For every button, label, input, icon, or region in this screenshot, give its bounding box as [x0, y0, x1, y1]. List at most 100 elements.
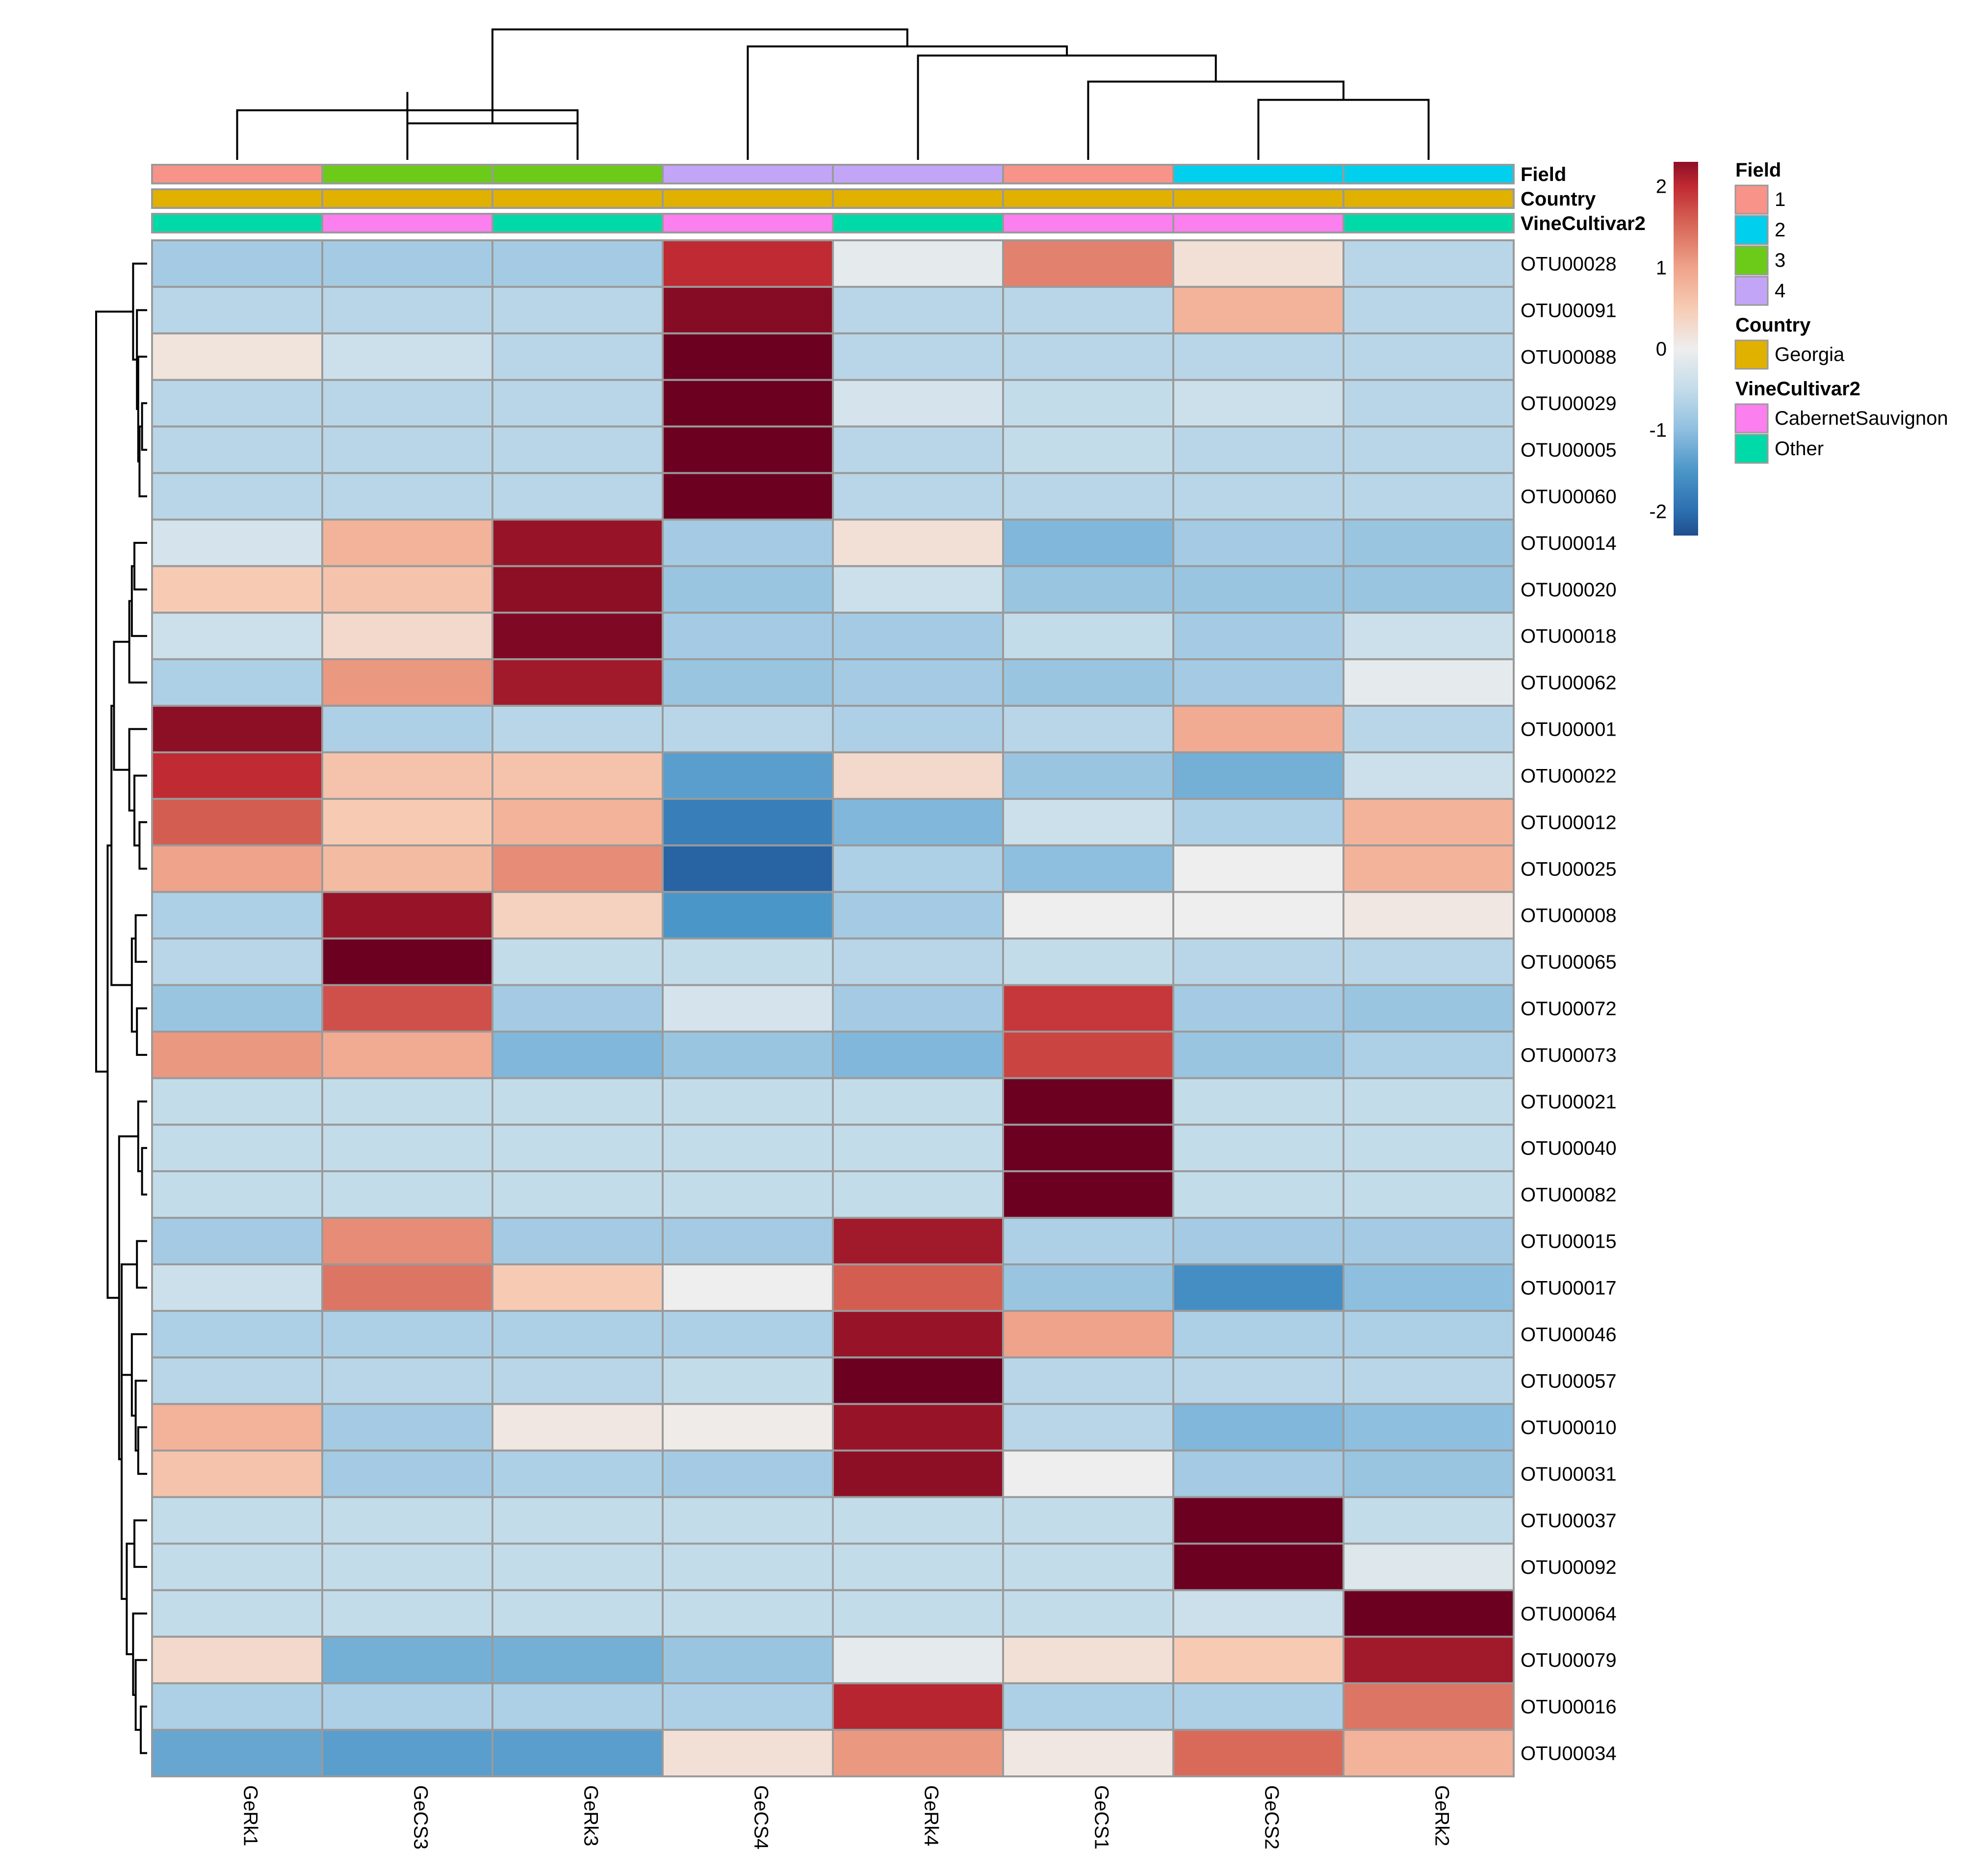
heatmap-cell: [151, 1636, 323, 1685]
annotation-cell: [491, 164, 664, 184]
row-label: OTU00031: [1521, 1463, 1617, 1485]
row-label: OTU00001: [1521, 719, 1617, 741]
dendrogram-branch: [133, 541, 147, 590]
heatmap-cell: [1343, 1170, 1515, 1219]
color-scale-tick-label: 0: [1656, 338, 1667, 360]
heatmap-cell: [1002, 1729, 1174, 1777]
heatmap-cell: [1172, 1542, 1344, 1591]
dendrogram-branch: [134, 914, 147, 963]
heatmap-cell: [1343, 1077, 1515, 1126]
heatmap-cell: [832, 1449, 1004, 1498]
heatmap-cell: [1343, 1356, 1515, 1405]
heatmap-cell: [321, 285, 493, 334]
heatmap-cell: [1172, 1030, 1344, 1079]
annotation-label: VineCultivar2: [1521, 213, 1646, 234]
heatmap-cell: [491, 518, 664, 567]
heatmap-cell: [1343, 565, 1515, 614]
heatmap-cell: [151, 332, 323, 381]
heatmap-cell: [662, 797, 834, 847]
legend-title: Country: [1735, 314, 1811, 336]
heatmap-cell: [662, 937, 834, 986]
heatmap-cell: [491, 1403, 664, 1452]
heatmap-cell: [1002, 1542, 1174, 1591]
heatmap-cell: [832, 891, 1004, 940]
heatmap-cell: [491, 1542, 664, 1591]
heatmap-cell: [1002, 1636, 1174, 1685]
heatmap-cell: [1172, 518, 1344, 567]
column-label: GeRk1: [240, 1785, 261, 1847]
heatmap-cell: [832, 332, 1004, 381]
dendrogram-branch: [917, 54, 1217, 160]
heatmap-cell: [832, 1729, 1004, 1777]
heatmap-cell: [491, 1449, 664, 1498]
heatmap-cell: [321, 1636, 493, 1685]
heatmap-cell: [151, 565, 323, 614]
heatmap-cell: [662, 1170, 834, 1219]
heatmap-cell: [321, 332, 493, 381]
heatmap-cell: [662, 844, 834, 893]
legend-label: 3: [1775, 250, 1785, 271]
heatmap-cell: [1343, 705, 1515, 754]
heatmap-cell: [491, 1217, 664, 1265]
heatmap-cell: [491, 285, 664, 334]
heatmap-cell: [491, 1309, 664, 1359]
heatmap-cell: [151, 1309, 323, 1359]
heatmap-cell: [1002, 1263, 1174, 1312]
heatmap-cell: [1343, 658, 1515, 707]
heatmap-cell: [491, 1263, 664, 1312]
heatmap-cell: [1002, 1030, 1174, 1079]
heatmap-cell: [1172, 332, 1344, 381]
heatmap-cell: [491, 797, 664, 847]
heatmap-cell: [321, 1449, 493, 1498]
heatmap-cell: [1172, 1496, 1344, 1545]
heatmap-cell: [832, 1403, 1004, 1452]
heatmap-cell: [1343, 1542, 1515, 1591]
row-label: OTU00072: [1521, 998, 1617, 1020]
heatmap-cell: [321, 472, 493, 521]
row-label: OTU00037: [1521, 1510, 1617, 1532]
annotation-legend: Field 1 2 3 4 Country Georgia VineCultivar2 Cabe…: [1734, 159, 1948, 464]
heatmap-cell: [321, 1403, 493, 1452]
row-label: OTU00022: [1521, 765, 1617, 787]
row-label: OTU00065: [1521, 951, 1617, 973]
heatmap-cell: [151, 1124, 323, 1173]
heatmap-cell: [321, 1682, 493, 1731]
heatmap-cell: [1172, 612, 1344, 661]
row-label: OTU00057: [1521, 1370, 1617, 1392]
heatmap-cell: [1172, 1356, 1344, 1405]
row-label: OTU00005: [1521, 439, 1617, 461]
dendrogram-branch: [130, 1333, 147, 1417]
row-label: OTU00040: [1521, 1138, 1617, 1159]
heatmap-cell: [1343, 891, 1515, 940]
heatmap-cell: [151, 472, 323, 521]
heatmap-cell: [662, 1682, 834, 1731]
annotation-cell: [832, 188, 1004, 209]
row-label: OTU00088: [1521, 346, 1617, 368]
dendrogram-branch: [95, 310, 133, 1073]
heatmap-cell: [321, 1217, 493, 1265]
heatmap-cell: [832, 425, 1004, 474]
heatmap-cell: [151, 1496, 323, 1545]
annotation-cell: [151, 213, 323, 233]
heatmap-cell: [1172, 1636, 1344, 1685]
heatmap-cell: [491, 1356, 664, 1405]
heatmap-cell: [151, 658, 323, 707]
heatmap-cell: [151, 1077, 323, 1126]
heatmap-cell: [321, 1496, 493, 1545]
legend-label: 1: [1775, 189, 1785, 210]
legend-label: CabernetSauvignon: [1775, 408, 1948, 429]
heatmap-cell: [662, 285, 834, 334]
heatmap-cell: [662, 472, 834, 521]
heatmap-cell: [1002, 1682, 1174, 1731]
heatmap-cell: [662, 1496, 834, 1545]
heatmap-cell: [832, 705, 1004, 754]
heatmap-cell: [321, 1077, 493, 1126]
row-label: OTU00018: [1521, 626, 1617, 647]
heatmap-cell: [662, 1077, 834, 1126]
heatmap-cell: [1002, 1449, 1174, 1498]
dendrogram-branch: [136, 1007, 147, 1056]
legend-swatch: [1734, 245, 1769, 276]
heatmap-cell: [832, 1030, 1004, 1079]
heatmap-cell: [662, 1356, 834, 1405]
heatmap-cell: [1343, 1309, 1515, 1359]
